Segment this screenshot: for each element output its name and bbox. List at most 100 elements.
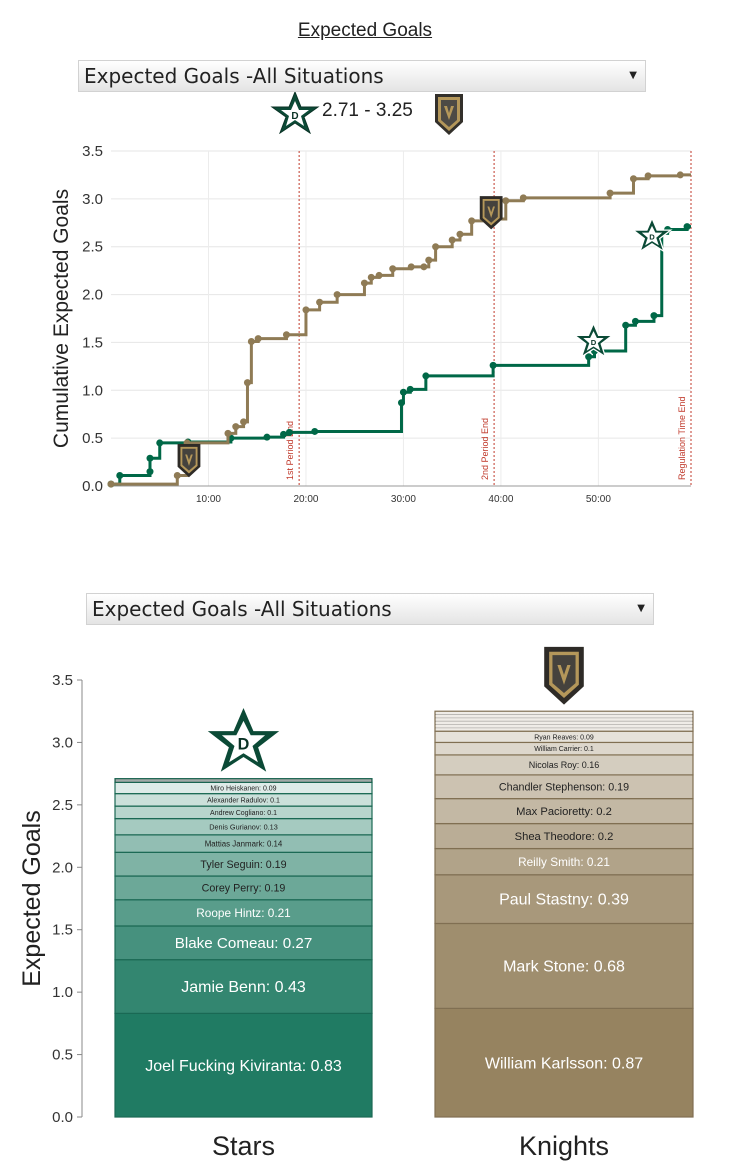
- stars-logo-icon: D: [631, 216, 673, 253]
- bar-segment: [434, 847, 694, 876]
- data-point-knights: [367, 273, 375, 281]
- knights-logo-helmet: [552, 655, 576, 694]
- knights-logo-icon: [544, 646, 584, 705]
- data-point-knights: [629, 175, 637, 183]
- segment-label: Max Pacioretty: 0.2: [516, 806, 612, 818]
- data-point-knights: [389, 265, 397, 273]
- stars-logo-letter: D: [649, 232, 655, 241]
- stars-logo-inner: [583, 331, 604, 351]
- segment-label: William Carrier: 0.1: [534, 746, 594, 753]
- y-tick-label: 2.5: [82, 239, 103, 256]
- data-point-knights: [243, 379, 251, 387]
- y-axis-label: Expected Goals: [18, 810, 46, 987]
- y-tick-label: 0.0: [82, 478, 103, 495]
- chart-type-dropdown[interactable]: Expected Goals -All Situations ▼: [78, 60, 646, 92]
- data-point-knights: [254, 335, 262, 343]
- data-point-knights: [468, 217, 476, 225]
- data-point-knights: [316, 298, 324, 306]
- y-axis-label: Cumulative Expected Goals: [50, 189, 73, 448]
- data-point-stars: [406, 385, 414, 393]
- bar-segment: [434, 822, 694, 850]
- stars-logo-inner: [641, 225, 663, 246]
- data-point-stars: [399, 388, 407, 396]
- data-point-knights: [676, 171, 684, 179]
- data-point-stars: [116, 471, 124, 479]
- y-tick-label: 3.0: [82, 191, 103, 208]
- segment-label: Nicolas Roy: 0.16: [529, 760, 600, 770]
- stars-logo-icon: D: [199, 701, 288, 779]
- stars-logo-icon: D: [572, 321, 615, 359]
- score-text: 2.71 - 3.25: [322, 100, 413, 121]
- knights-logo-helmet: [182, 448, 196, 471]
- bar-segment: [434, 1007, 694, 1118]
- segment-label: Ryan Reaves: 0.09: [534, 734, 594, 741]
- chevron-down-icon: ▼: [637, 603, 645, 614]
- dropdown-value: Expected Goals -All Situations: [84, 64, 384, 88]
- segment-label: Blake Comeau: 0.27: [175, 935, 313, 952]
- data-point-knights: [502, 197, 510, 205]
- y-tick-label: 0.0: [52, 1109, 73, 1126]
- segment-label: Roope Hintz: 0.21: [196, 906, 290, 920]
- knights-logo-icon: [435, 94, 463, 135]
- knights-logo-icon: [177, 444, 201, 478]
- data-point-knights: [302, 306, 310, 314]
- period-label: 2nd Period End: [480, 418, 490, 480]
- y-tick-label: 3.0: [52, 734, 73, 751]
- data-point-stars: [285, 428, 293, 436]
- data-point-stars: [422, 372, 430, 380]
- y-tick-label: 2.0: [52, 859, 73, 876]
- data-point-stars: [489, 361, 497, 369]
- data-point-stars: [650, 312, 658, 320]
- data-point-stars: [397, 399, 405, 407]
- bar-segment: [114, 899, 373, 927]
- knights-logo-icon: [479, 196, 503, 230]
- bar-segment: [434, 922, 694, 1009]
- data-point-stars: [146, 468, 154, 476]
- data-point-knights: [360, 279, 368, 287]
- data-point-stars: [311, 427, 319, 435]
- segment-label: Corey Perry: 0.19: [202, 883, 286, 895]
- data-point-knights: [606, 189, 614, 197]
- bar-segment: [434, 874, 694, 925]
- y-tick-label: 2.0: [82, 287, 103, 304]
- segment-label: Joel Fucking Kiviranta: 0.83: [145, 1058, 342, 1075]
- data-point-knights: [456, 230, 464, 238]
- x-tick-label: 20:00: [293, 494, 318, 505]
- stars-logo-letter: D: [238, 736, 250, 754]
- y-tick-label: 1.0: [82, 382, 103, 399]
- data-point-stars: [585, 353, 593, 361]
- data-point-knights: [333, 291, 341, 299]
- category-label: Stars: [212, 1131, 275, 1161]
- segment-label: William Karlsson: 0.87: [485, 1055, 643, 1072]
- data-point-stars: [146, 454, 154, 462]
- period-label: Regulation Time End: [677, 396, 687, 480]
- segment-label: Mark Stone: 0.68: [503, 959, 625, 976]
- knights-logo-helmet: [484, 200, 498, 223]
- y-tick-label: 3.5: [52, 672, 73, 689]
- data-point-knights: [432, 243, 440, 251]
- bar-segment: [114, 959, 373, 1014]
- chevron-down-icon: ▼: [629, 70, 637, 81]
- knights-logo-v: [185, 454, 193, 466]
- segment-label: Paul Stastny: 0.39: [499, 892, 629, 909]
- segment-label: Miro Heiskanen: 0.09: [210, 785, 276, 792]
- segment-label: Andrew Cogliano: 0.1: [210, 810, 277, 817]
- data-point-knights: [425, 256, 433, 264]
- y-tick-label: 0.5: [82, 430, 103, 447]
- y-tick-label: 2.5: [52, 797, 73, 814]
- data-point-knights: [448, 236, 456, 244]
- x-tick-label: 10:00: [196, 494, 221, 505]
- data-point-knights: [375, 271, 383, 279]
- bar-chart: 0.0 0.5 1.0 1.5 2.0 2.5 3.0 3.5 Expected Goals Jo…: [18, 646, 694, 1161]
- y-tick-label: 1.0: [52, 984, 73, 1001]
- stars-logo-icon: D: [270, 92, 320, 134]
- segment-label: Mattias Janmark: 0.14: [205, 839, 283, 848]
- line-chart: 0.0 0.5 1.0 1.5 2.0 2.5 3.0 3.5 10:00 20:00 30:00 4…: [50, 143, 692, 505]
- x-tick-label: 40:00: [488, 494, 513, 505]
- data-point-stars: [631, 317, 639, 325]
- y-tick-label: 1.5: [52, 922, 73, 939]
- data-point-knights: [644, 172, 652, 180]
- stars-logo-inner: [221, 720, 266, 763]
- bar-segment: [114, 778, 373, 783]
- chart-type-dropdown-2[interactable]: Expected Goals -All Situations ▼: [86, 593, 654, 625]
